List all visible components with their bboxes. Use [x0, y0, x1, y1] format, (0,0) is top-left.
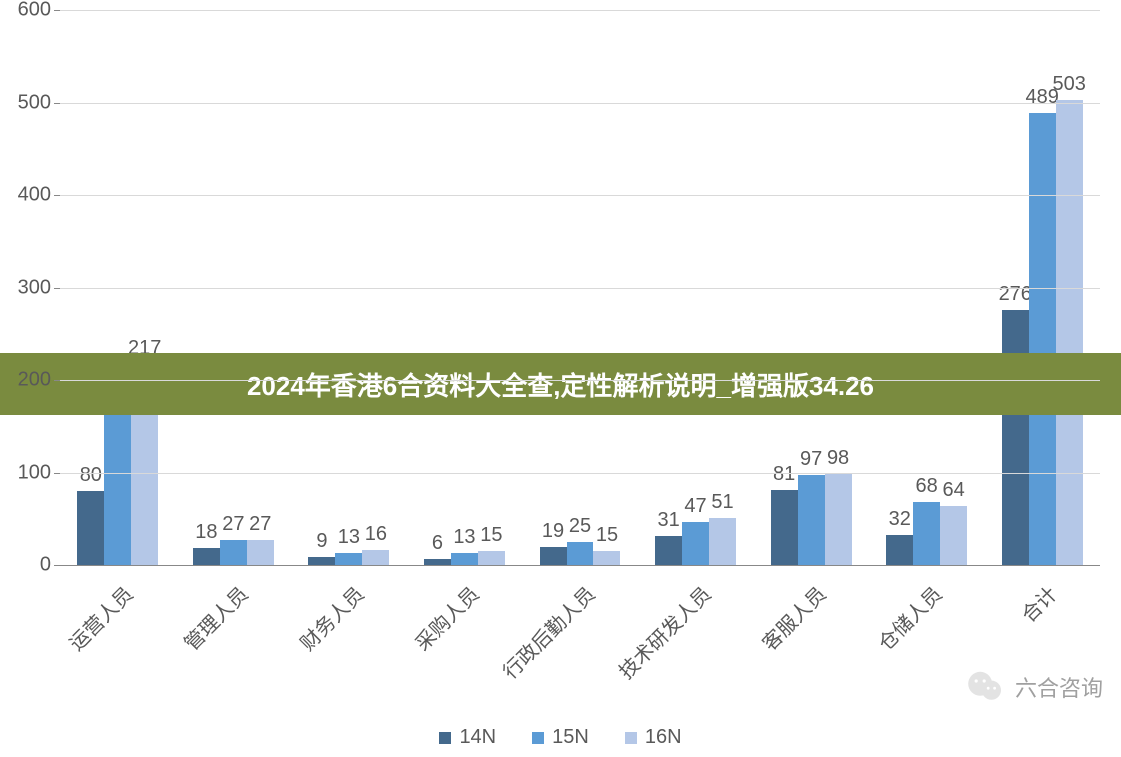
gridline [60, 103, 1100, 104]
bar [913, 502, 940, 565]
bar [77, 491, 104, 565]
legend-item: 16N [625, 726, 682, 749]
bar-value-label: 81 [773, 463, 795, 486]
watermark-text: 六合咨询 [1015, 671, 1103, 703]
bar-value-label: 25 [569, 515, 591, 538]
bar [193, 548, 220, 565]
overlay-banner-text: 2024年香港6合资料大全查,定性解析说明_增强版34.26 [247, 366, 874, 403]
legend-label: 15N [552, 726, 589, 749]
bar-value-label: 31 [657, 509, 679, 532]
bar-value-label: 276 [999, 283, 1032, 306]
y-axis-label: 500 [18, 91, 51, 114]
bar [1029, 113, 1056, 565]
bar-value-label: 9 [316, 530, 327, 553]
bar [335, 553, 362, 565]
bar-value-label: 15 [480, 524, 502, 547]
bar [451, 553, 478, 565]
bar [709, 518, 736, 565]
y-tick [54, 380, 60, 381]
bar-value-label: 80 [80, 464, 102, 487]
bar-value-label: 97 [800, 448, 822, 471]
gridline [60, 195, 1100, 196]
bar [567, 542, 594, 565]
bar [771, 490, 798, 565]
legend-item: 15N [532, 726, 589, 749]
gridline [60, 380, 1100, 381]
y-tick [54, 565, 60, 566]
bar-value-label: 68 [916, 475, 938, 498]
bar-value-label: 98 [827, 447, 849, 470]
bar [540, 547, 567, 565]
bar-value-label: 64 [943, 479, 965, 502]
y-axis-label: 0 [40, 554, 51, 577]
gridline [60, 473, 1100, 474]
bar-value-label: 13 [338, 526, 360, 549]
bar [825, 474, 852, 565]
bar [886, 535, 913, 565]
bar-value-label: 32 [889, 508, 911, 531]
bar [1002, 310, 1029, 565]
bar [220, 540, 247, 565]
bar [798, 475, 825, 565]
bar-value-label: 6 [432, 532, 443, 555]
bar [247, 540, 274, 565]
legend-item: 14N [439, 726, 496, 749]
y-tick [54, 10, 60, 11]
y-axis-label: 400 [18, 184, 51, 207]
bar [1056, 100, 1083, 565]
y-axis-label: 200 [18, 369, 51, 392]
legend-swatch [532, 732, 544, 744]
y-tick [54, 288, 60, 289]
overlay-banner: 2024年香港6合资料大全查,定性解析说明_增强版34.26 [0, 353, 1121, 415]
watermark: 六合咨询 [965, 667, 1103, 707]
bar-value-label: 27 [222, 513, 244, 536]
y-axis-label: 100 [18, 461, 51, 484]
y-axis-label: 600 [18, 0, 51, 22]
bar [478, 551, 505, 565]
bar-value-label: 18 [195, 521, 217, 544]
wechat-icon [965, 667, 1005, 707]
y-tick [54, 103, 60, 104]
bar-value-label: 16 [365, 523, 387, 546]
legend-label: 14N [459, 726, 496, 749]
bar [362, 550, 389, 565]
bar-value-label: 19 [542, 520, 564, 543]
bar [655, 536, 682, 565]
chart-container: 8019921718272791316613151925153147518197… [0, 0, 1121, 757]
bar-value-label: 51 [711, 491, 733, 514]
legend-swatch [625, 732, 637, 744]
bar-value-label: 13 [453, 526, 475, 549]
bar [682, 522, 709, 565]
bar [940, 506, 967, 565]
legend-swatch [439, 732, 451, 744]
bar-value-label: 47 [684, 495, 706, 518]
bar [593, 551, 620, 565]
bar-value-label: 503 [1052, 73, 1085, 96]
legend: 14N 15N 16N [0, 726, 1121, 749]
legend-label: 16N [645, 726, 682, 749]
bar [308, 557, 335, 565]
gridline [60, 10, 1100, 11]
bar-value-label: 27 [249, 513, 271, 536]
x-axis-baseline [60, 565, 1100, 566]
y-axis-label: 300 [18, 276, 51, 299]
y-tick [54, 195, 60, 196]
y-tick [54, 473, 60, 474]
bar-value-label: 15 [596, 524, 618, 547]
gridline [60, 288, 1100, 289]
